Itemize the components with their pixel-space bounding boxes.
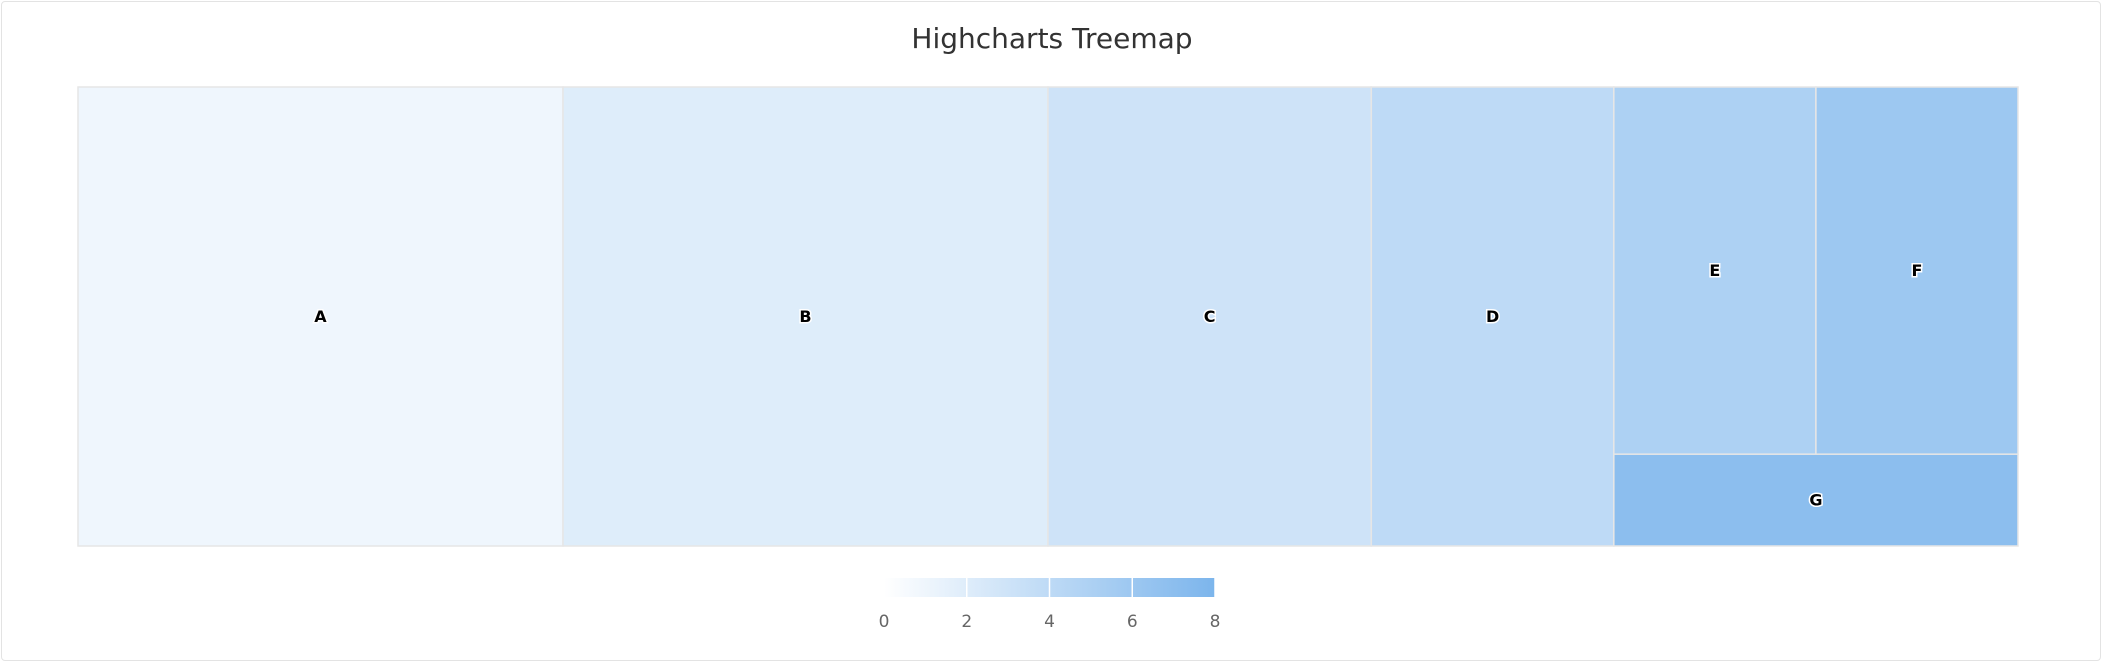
- chart-title: Highcharts Treemap: [911, 22, 1193, 55]
- treemap-cell-e[interactable]: [1613, 86, 1817, 455]
- treemap-cell-b[interactable]: [562, 86, 1049, 547]
- treemap-label-b: B: [799, 307, 811, 326]
- treemap-cell-f[interactable]: [1815, 86, 2019, 455]
- treemap-label-d: D: [1486, 307, 1499, 326]
- color-axis-tick-label: 8: [1210, 612, 1221, 632]
- color-axis-tick-label: 4: [1044, 612, 1055, 632]
- treemap-label-c: C: [1204, 307, 1216, 326]
- color-axis-tick-label: 6: [1127, 612, 1138, 632]
- treemap-label-e: E: [1709, 261, 1720, 280]
- treemap-cell-d[interactable]: [1370, 86, 1615, 547]
- treemap-cell-c[interactable]: [1047, 86, 1373, 547]
- treemap-cell-g[interactable]: [1613, 453, 2019, 547]
- treemap-labels: A B C D E F G: [313, 260, 1924, 512]
- treemap-label-f: F: [1911, 261, 1922, 280]
- color-axis-legend: 0 2 4 6 8: [879, 578, 1221, 632]
- treemap-cells: [77, 86, 2019, 547]
- color-axis-tick-label: 2: [961, 612, 972, 632]
- treemap-label-a: A: [314, 307, 327, 326]
- treemap-cell-a[interactable]: [77, 86, 564, 547]
- color-axis-tick-label: 0: [879, 612, 890, 632]
- treemap-label-g: G: [1809, 491, 1822, 510]
